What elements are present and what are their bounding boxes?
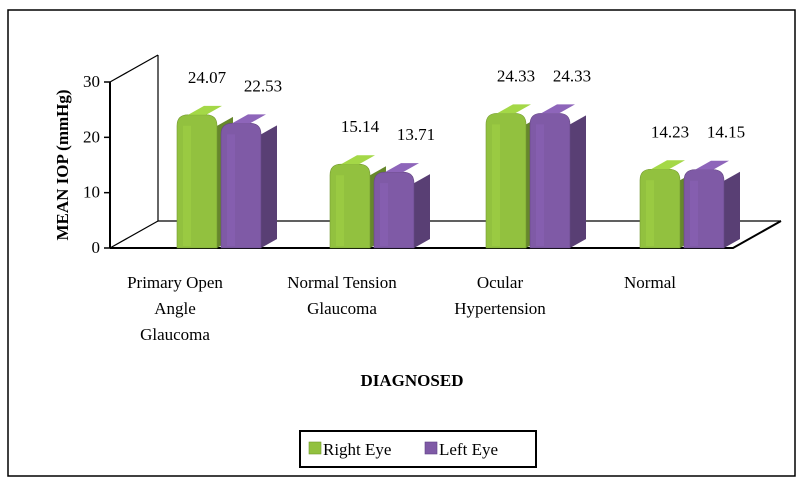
data-label: 24.07 <box>188 68 227 87</box>
bar-highlight <box>492 124 500 246</box>
top-depth-edge <box>109 54 159 83</box>
x-axis-title: DIAGNOSED <box>361 371 464 390</box>
floor-left-edge <box>109 220 159 249</box>
y-axis-title: MEAN IOP (mmHg) <box>53 89 72 240</box>
data-label: 14.23 <box>651 122 689 141</box>
bar-highlight <box>536 124 544 246</box>
data-label: 15.14 <box>341 117 380 136</box>
bar-side <box>724 171 740 248</box>
bar-top <box>385 163 419 173</box>
legend: Right Eye Left Eye <box>299 430 537 468</box>
y-tick-label: 10 <box>83 183 100 202</box>
bar-top <box>497 104 531 114</box>
bar-highlight <box>646 180 654 246</box>
data-label: 24.33 <box>497 66 535 85</box>
y-tick-label: 0 <box>92 238 101 257</box>
bar-top <box>341 155 375 165</box>
floor-front-edge <box>110 220 782 249</box>
category-label: Hypertension <box>454 299 546 318</box>
category-label: Glaucoma <box>140 325 210 344</box>
bars <box>176 104 740 249</box>
bar-highlight <box>183 125 191 246</box>
bar-front <box>176 114 218 249</box>
x-axis-categories: Primary Open Angle Glaucoma Normal Tension G… <box>127 273 676 344</box>
category-label: Glaucoma <box>307 299 377 318</box>
bar-side <box>414 174 430 248</box>
bar-top <box>695 160 729 170</box>
y-tick-label: 20 <box>83 127 100 146</box>
bar-top <box>188 105 222 115</box>
category-label: Primary Open <box>127 273 223 292</box>
bar-side <box>570 115 586 249</box>
legend-box <box>299 430 537 468</box>
category-label: Normal Tension <box>287 273 397 292</box>
data-label: 13.71 <box>397 125 435 144</box>
legend-swatch-left-eye <box>424 441 438 455</box>
legend-label-left-eye: Left Eye <box>439 440 498 459</box>
bar-left-eye <box>373 163 430 249</box>
bar-left-eye <box>529 104 586 249</box>
data-label: 24.33 <box>553 66 591 85</box>
legend-label-right-eye: Right Eye <box>323 440 391 459</box>
legend-swatch-right-eye <box>308 441 322 455</box>
bar-highlight <box>380 183 388 246</box>
data-label: 14.15 <box>707 123 745 142</box>
category-label: Normal <box>624 273 676 292</box>
bar-highlight <box>336 175 344 246</box>
bar-highlight <box>227 134 235 246</box>
bar-top <box>232 114 266 124</box>
bar-side <box>261 125 277 248</box>
bar-top <box>541 104 575 114</box>
y-axis: 0 10 20 30 <box>83 72 110 257</box>
bar-left-eye <box>220 114 277 249</box>
bar-highlight <box>690 180 698 246</box>
bar-left-eye <box>683 160 740 249</box>
data-labels: 24.07 22.53 15.14 13.71 24.33 24.33 14.23 14.15 <box>188 66 745 144</box>
category-label: Ocular <box>477 273 524 292</box>
category-label: Angle <box>154 299 196 318</box>
bar-front <box>639 168 681 249</box>
y-tick-label: 30 <box>83 72 100 91</box>
bar-top <box>651 160 685 170</box>
data-label: 22.53 <box>244 76 282 95</box>
